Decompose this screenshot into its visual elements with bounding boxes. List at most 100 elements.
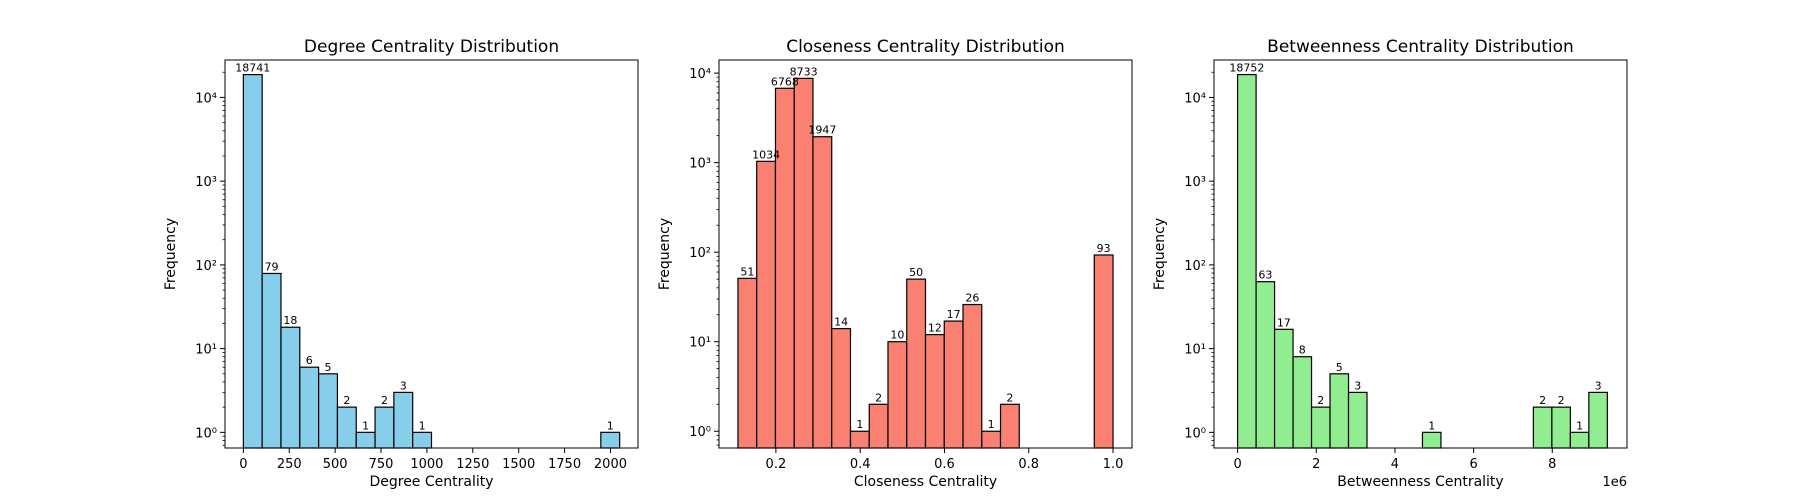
closeness-bar	[924, 334, 945, 449]
closeness-x-tick-label: 0.2	[766, 457, 787, 472]
betweenness-bar-label: 63	[1258, 269, 1272, 282]
betweenness-axes-frame	[1213, 59, 1628, 449]
closeness-bar	[849, 430, 870, 449]
betweenness-chart-title: Betweenness Centrality Distribution	[1267, 37, 1574, 57]
degree-bar-label: 18741	[235, 62, 270, 75]
closeness-bar-label: 17	[947, 308, 961, 321]
degree-y-tick-label: 10⁰	[195, 426, 217, 441]
degree-x-tick-label: 1750	[548, 457, 581, 472]
betweenness-x-tick-label: 8	[1548, 457, 1556, 472]
betweenness-bar	[1551, 406, 1571, 449]
betweenness-bar	[1347, 391, 1368, 449]
closeness-bar-label: 2	[1006, 391, 1013, 404]
degree-bar	[412, 431, 433, 449]
betweenness-bar	[1588, 391, 1608, 449]
betweenness-bar	[1273, 328, 1294, 449]
degree-bar-label: 79	[265, 260, 279, 273]
degree-bar	[318, 373, 339, 449]
betweenness-bar	[1329, 373, 1350, 449]
degree-chart-title: Degree Centrality Distribution	[304, 37, 559, 57]
closeness-bar	[943, 320, 964, 449]
closeness-x-tick-label: 0.8	[1018, 457, 1039, 472]
betweenness-x-tick-label: 2	[1312, 457, 1320, 472]
closeness-bar-label: 2	[875, 391, 882, 404]
closeness-bar-label: 93	[1097, 242, 1111, 255]
betweenness-bar	[1255, 281, 1276, 449]
degree-bar-label: 2	[381, 394, 388, 407]
degree-x-tick-label: 500	[323, 457, 348, 472]
betweenness-y-tick-label: 10⁰	[1184, 426, 1206, 441]
closeness-y-tick-label: 10¹	[689, 336, 711, 351]
degree-y-tick-label: 10¹	[195, 343, 217, 358]
closeness-bar-label: 8733	[790, 65, 818, 78]
closeness-chart-title: Closeness Centrality Distribution	[786, 37, 1065, 57]
degree-x-tick-label: 2000	[594, 457, 627, 472]
betweenness-x-axis-label: Betweenness Centrality	[1337, 474, 1503, 490]
closeness-x-tick-label: 0.4	[850, 457, 871, 472]
betweenness-x-tick-label: 6	[1469, 457, 1477, 472]
closeness-bar	[906, 278, 927, 449]
betweenness-y-tick-label: 10¹	[1184, 343, 1206, 358]
closeness-bar-label: 1	[988, 418, 995, 431]
closeness-bar-label: 1	[856, 418, 863, 431]
betweenness-bar-label: 1	[1576, 419, 1583, 432]
betweenness-bar	[1532, 406, 1553, 449]
degree-bar-label: 6	[306, 354, 313, 367]
degree-bar	[355, 431, 376, 449]
betweenness-x-offset-label: 1e6	[1602, 475, 1627, 490]
closeness-bar-label: 12	[928, 322, 942, 335]
closeness-bar-label: 50	[909, 266, 923, 279]
degree-x-tick-label: 1000	[410, 457, 443, 472]
degree-bar-label: 1	[362, 419, 369, 432]
degree-bar-label: 5	[325, 361, 332, 374]
betweenness-bar-label: 3	[1354, 379, 1361, 392]
closeness-bar-label: 14	[834, 316, 848, 329]
closeness-bar	[981, 430, 1002, 449]
closeness-bar	[831, 328, 852, 449]
closeness-bar-label: 51	[740, 265, 754, 278]
betweenness-bar-label: 5	[1336, 361, 1343, 374]
closeness-bar	[812, 136, 833, 449]
closeness-x-tick-label: 1.0	[1103, 457, 1124, 472]
closeness-y-tick-label: 10²	[689, 246, 711, 261]
closeness-bar	[962, 303, 983, 449]
degree-y-tick-label: 10⁴	[195, 91, 217, 106]
betweenness-bar-label: 2	[1539, 394, 1546, 407]
betweenness-bar-label: 18752	[1229, 62, 1264, 75]
degree-bar-label: 18	[283, 314, 297, 327]
betweenness-bar	[1292, 356, 1313, 449]
degree-x-tick-label: 750	[369, 457, 394, 472]
degree-x-tick-label: 0	[239, 457, 247, 472]
closeness-bar	[774, 87, 795, 449]
closeness-bar	[1093, 254, 1114, 449]
degree-axes-frame	[224, 59, 639, 449]
betweenness-bar-label: 1	[1428, 419, 1435, 432]
degree-x-tick-label: 250	[277, 457, 302, 472]
betweenness-bar-label: 2	[1317, 394, 1324, 407]
degree-bar	[261, 272, 282, 449]
closeness-bar	[737, 277, 758, 449]
betweenness-bar-label: 17	[1277, 316, 1291, 329]
betweenness-y-tick-label: 10³	[1184, 175, 1206, 190]
degree-bar	[600, 431, 621, 449]
degree-bar	[242, 73, 263, 449]
closeness-y-tick-label: 10³	[689, 157, 711, 172]
closeness-y-axis-label: Frequency	[657, 218, 673, 290]
betweenness-y-tick-label: 10⁴	[1184, 91, 1206, 106]
closeness-bar-label: 10	[890, 329, 904, 342]
betweenness-bar-label: 3	[1595, 379, 1602, 392]
closeness-bar	[887, 341, 908, 449]
betweenness-bar-label: 8	[1299, 344, 1306, 357]
closeness-bar	[999, 403, 1020, 449]
closeness-x-tick-label: 0.6	[934, 457, 955, 472]
closeness-bar-label: 1947	[808, 124, 836, 137]
betweenness-bar-label: 2	[1558, 394, 1565, 407]
degree-bar-label: 3	[400, 379, 407, 392]
closeness-bar-label: 26	[965, 292, 979, 305]
closeness-y-tick-label: 10⁰	[689, 425, 711, 440]
closeness-bar-label: 6768	[771, 75, 799, 88]
